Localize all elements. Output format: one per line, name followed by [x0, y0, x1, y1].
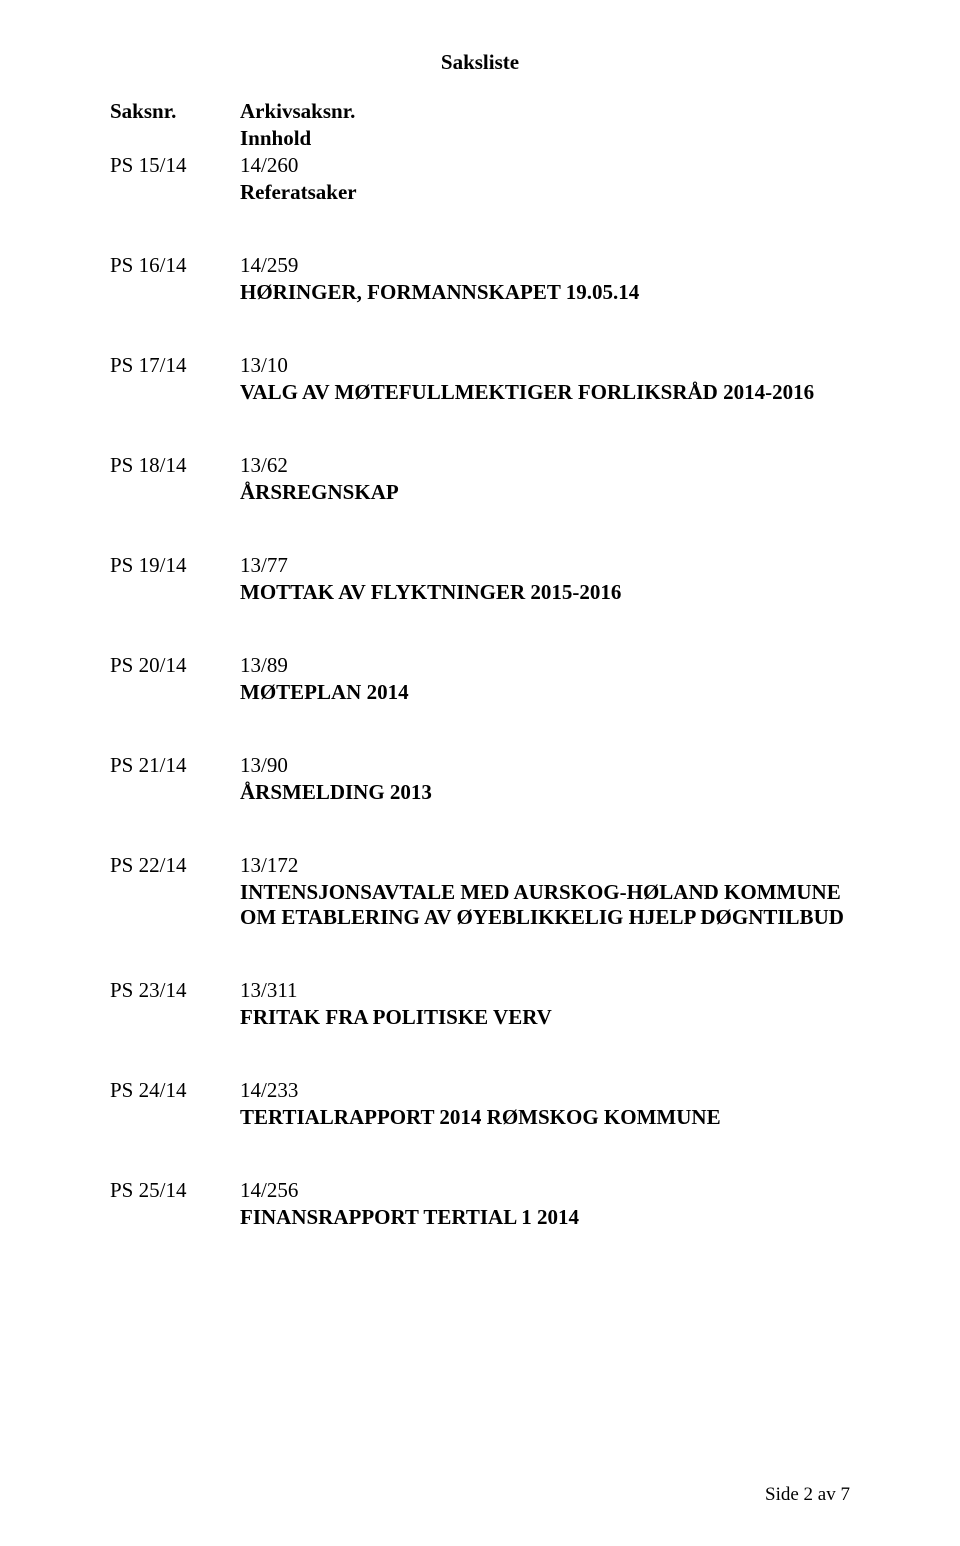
item-saksnr: PS 25/14 — [110, 1178, 240, 1230]
item-body: 14/259 HØRINGER, FORMANNSKAPET 19.05.14 — [240, 253, 850, 305]
item-body: 13/89 MØTEPLAN 2014 — [240, 653, 850, 705]
list-item: PS 25/14 14/256 FINANSRAPPORT TERTIAL 1 … — [110, 1178, 850, 1230]
item-arkiv: 14/260 — [240, 153, 850, 178]
item-arkiv: 13/62 — [240, 453, 850, 478]
item-arkiv: 14/259 — [240, 253, 850, 278]
item-body: 13/90 ÅRSMELDING 2013 — [240, 753, 850, 805]
item-title: MOTTAK AV FLYKTNINGER 2015-2016 — [240, 580, 850, 605]
list-item: PS 19/14 13/77 MOTTAK AV FLYKTNINGER 201… — [110, 553, 850, 605]
item-body: 13/62 ÅRSREGNSKAP — [240, 453, 850, 505]
item-body: 13/311 FRITAK FRA POLITISKE VERV — [240, 978, 850, 1030]
item-body: 14/260 Referatsaker — [240, 153, 850, 205]
spacer — [110, 126, 240, 151]
list-item: PS 17/14 13/10 VALG AV MØTEFULLMEKTIGER … — [110, 353, 850, 405]
list-item: PS 16/14 14/259 HØRINGER, FORMANNSKAPET … — [110, 253, 850, 305]
item-title: FINANSRAPPORT TERTIAL 1 2014 — [240, 1205, 850, 1230]
header-arkivsaksnr: Arkivsaksnr. — [240, 99, 850, 124]
item-body: 14/233 TERTIALRAPPORT 2014 RØMSKOG KOMMU… — [240, 1078, 850, 1130]
item-arkiv: 13/172 — [240, 853, 850, 878]
item-saksnr: PS 20/14 — [110, 653, 240, 705]
list-item: PS 20/14 13/89 MØTEPLAN 2014 — [110, 653, 850, 705]
item-arkiv: 13/89 — [240, 653, 850, 678]
list-item: PS 23/14 13/311 FRITAK FRA POLITISKE VER… — [110, 978, 850, 1030]
item-saksnr: PS 15/14 — [110, 153, 240, 205]
column-headers: Saksnr. Arkivsaksnr. — [110, 99, 850, 124]
item-saksnr: PS 24/14 — [110, 1078, 240, 1130]
item-arkiv: 13/90 — [240, 753, 850, 778]
item-saksnr: PS 19/14 — [110, 553, 240, 605]
page: Saksliste Saksnr. Arkivsaksnr. Innhold P… — [0, 0, 960, 1546]
item-body: 13/77 MOTTAK AV FLYKTNINGER 2015-2016 — [240, 553, 850, 605]
item-arkiv: 14/233 — [240, 1078, 850, 1103]
item-arkiv: 13/77 — [240, 553, 850, 578]
item-saksnr: PS 17/14 — [110, 353, 240, 405]
item-title: TERTIALRAPPORT 2014 RØMSKOG KOMMUNE — [240, 1105, 850, 1130]
header-innhold-row: Innhold — [110, 126, 850, 151]
document-title: Saksliste — [110, 50, 850, 75]
item-arkiv: 14/256 — [240, 1178, 850, 1203]
item-title: MØTEPLAN 2014 — [240, 680, 850, 705]
item-saksnr: PS 18/14 — [110, 453, 240, 505]
item-body: 13/172 INTENSJONSAVTALE MED AURSKOG-HØLA… — [240, 853, 850, 930]
item-body: 13/10 VALG AV MØTEFULLMEKTIGER FORLIKSRÅ… — [240, 353, 850, 405]
item-saksnr: PS 16/14 — [110, 253, 240, 305]
item-title: ÅRSREGNSKAP — [240, 480, 850, 505]
list-item: PS 22/14 13/172 INTENSJONSAVTALE MED AUR… — [110, 853, 850, 930]
item-title: Referatsaker — [240, 180, 850, 205]
item-arkiv: 13/311 — [240, 978, 850, 1003]
item-saksnr: PS 21/14 — [110, 753, 240, 805]
item-saksnr: PS 23/14 — [110, 978, 240, 1030]
item-arkiv: 13/10 — [240, 353, 850, 378]
item-title: ÅRSMELDING 2013 — [240, 780, 850, 805]
list-item: PS 18/14 13/62 ÅRSREGNSKAP — [110, 453, 850, 505]
item-saksnr: PS 22/14 — [110, 853, 240, 930]
item-body: 14/256 FINANSRAPPORT TERTIAL 1 2014 — [240, 1178, 850, 1230]
item-title: INTENSJONSAVTALE MED AURSKOG-HØLAND KOMM… — [240, 880, 850, 930]
item-title: HØRINGER, FORMANNSKAPET 19.05.14 — [240, 280, 850, 305]
header-innhold: Innhold — [240, 126, 850, 151]
page-footer: Side 2 av 7 — [765, 1484, 850, 1506]
header-saksnr: Saksnr. — [110, 99, 240, 124]
item-title: FRITAK FRA POLITISKE VERV — [240, 1005, 850, 1030]
list-item: PS 24/14 14/233 TERTIALRAPPORT 2014 RØMS… — [110, 1078, 850, 1130]
item-title: VALG AV MØTEFULLMEKTIGER FORLIKSRÅD 2014… — [240, 380, 850, 405]
list-item: PS 21/14 13/90 ÅRSMELDING 2013 — [110, 753, 850, 805]
list-item: PS 15/14 14/260 Referatsaker — [110, 153, 850, 205]
